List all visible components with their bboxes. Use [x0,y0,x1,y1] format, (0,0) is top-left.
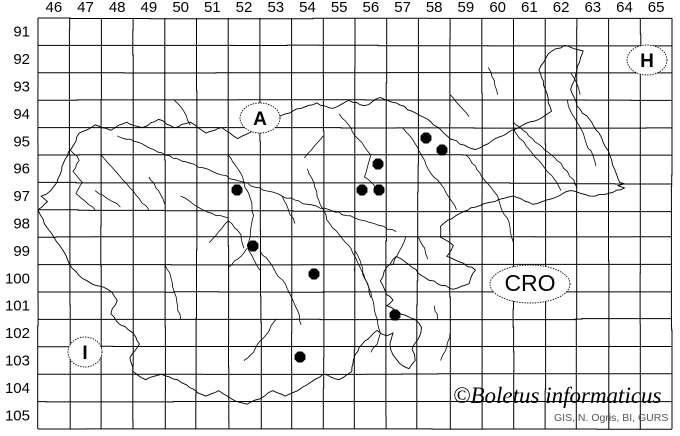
svg-text:59: 59 [458,0,475,16]
svg-text:98: 98 [13,216,30,233]
svg-text:48: 48 [109,0,126,16]
svg-text:54: 54 [299,0,316,16]
svg-text:CRO: CRO [504,270,555,296]
svg-text:63: 63 [584,0,601,16]
svg-text:58: 58 [426,0,443,16]
svg-text:47: 47 [77,0,94,16]
svg-text:105: 105 [5,407,30,424]
svg-text:61: 61 [521,0,538,16]
svg-text:64: 64 [616,0,633,16]
svg-text:93: 93 [13,79,30,96]
svg-text:100: 100 [5,270,30,287]
svg-text:A: A [253,109,267,130]
svg-text:52: 52 [236,0,253,16]
svg-text:49: 49 [141,0,158,16]
svg-text:99: 99 [13,243,30,260]
svg-text:104: 104 [5,380,30,397]
svg-text:I: I [82,343,87,364]
svg-text:96: 96 [13,161,30,178]
svg-text:H: H [640,51,654,72]
svg-text:53: 53 [267,0,284,16]
svg-text:92: 92 [13,51,30,68]
svg-text:62: 62 [553,0,570,16]
svg-text:95: 95 [13,133,30,150]
svg-text:97: 97 [13,188,30,205]
svg-text:94: 94 [13,106,30,123]
svg-text:103: 103 [5,353,30,370]
svg-text:50: 50 [172,0,189,16]
svg-text:91: 91 [13,24,30,41]
svg-text:102: 102 [5,325,30,342]
svg-text:56: 56 [363,0,380,16]
svg-text:60: 60 [489,0,506,16]
svg-text:55: 55 [331,0,348,16]
svg-text:51: 51 [204,0,221,16]
svg-text:65: 65 [648,0,665,16]
svg-text:46: 46 [46,0,63,16]
svg-text:101: 101 [5,298,30,315]
svg-text:57: 57 [394,0,411,16]
